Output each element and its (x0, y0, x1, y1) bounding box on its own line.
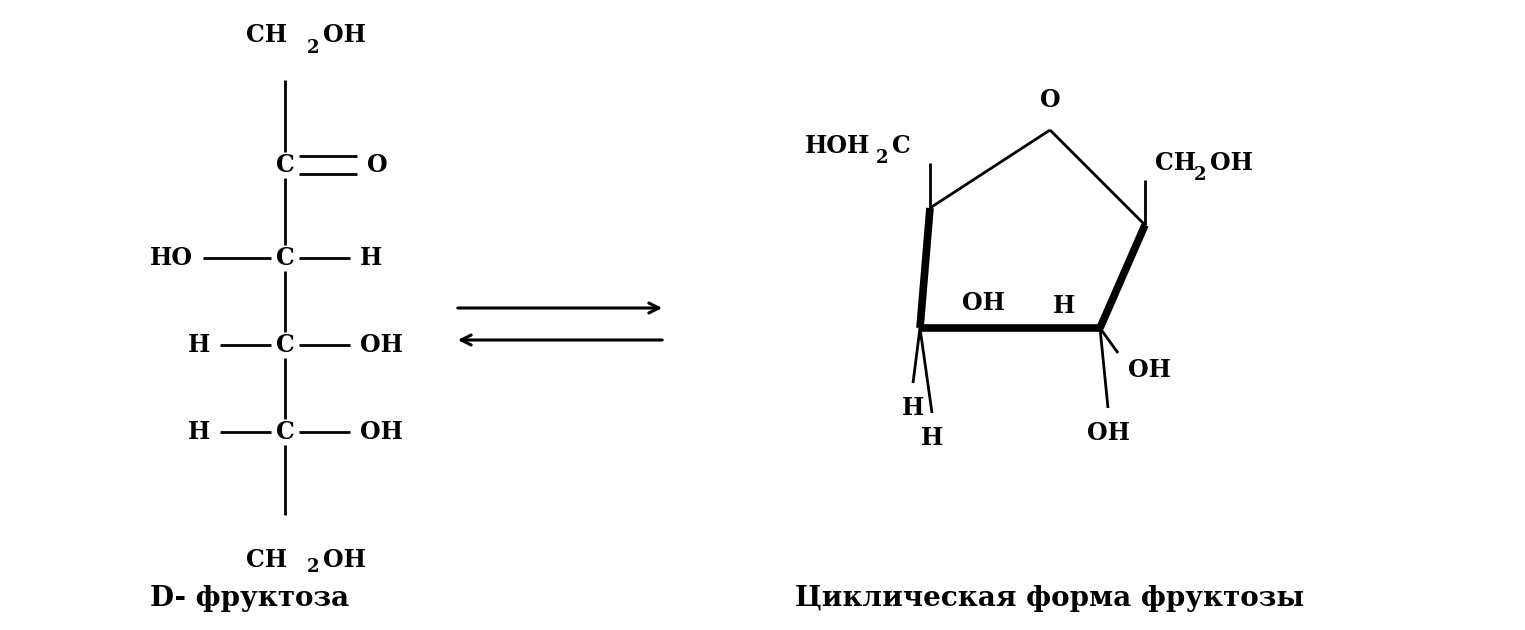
Text: C: C (276, 246, 294, 270)
Text: CH: CH (247, 23, 288, 47)
Text: HOH: HOH (805, 134, 869, 158)
Text: C: C (276, 153, 294, 177)
Text: 2: 2 (875, 149, 889, 167)
Text: Циклическая форма фруктозы: Циклическая форма фруктозы (796, 585, 1304, 612)
Text: O: O (1040, 88, 1060, 112)
Text: CH: CH (1154, 151, 1196, 175)
Text: H: H (188, 333, 210, 357)
Text: CH: CH (247, 548, 288, 572)
Text: OH: OH (323, 548, 366, 572)
Text: H: H (188, 420, 210, 444)
Text: H: H (1052, 294, 1075, 318)
Text: H: H (901, 396, 924, 420)
Text: O: O (368, 153, 387, 177)
Text: H: H (921, 426, 942, 450)
Text: H: H (360, 246, 383, 270)
Text: 2: 2 (307, 39, 320, 57)
Text: OH: OH (360, 420, 403, 444)
Text: OH: OH (323, 23, 366, 47)
Text: 2: 2 (1194, 166, 1206, 184)
Text: OH: OH (360, 333, 403, 357)
Text: OH: OH (1128, 358, 1171, 382)
Text: 2: 2 (307, 558, 320, 576)
Text: OH: OH (962, 291, 1005, 315)
Text: C: C (892, 134, 910, 158)
Text: OH: OH (1209, 151, 1254, 175)
Text: OH: OH (1086, 421, 1130, 445)
Text: D- фруктоза: D- фруктоза (149, 585, 349, 612)
Text: C: C (276, 333, 294, 357)
Text: C: C (276, 420, 294, 444)
Text: HO: HO (149, 246, 194, 270)
